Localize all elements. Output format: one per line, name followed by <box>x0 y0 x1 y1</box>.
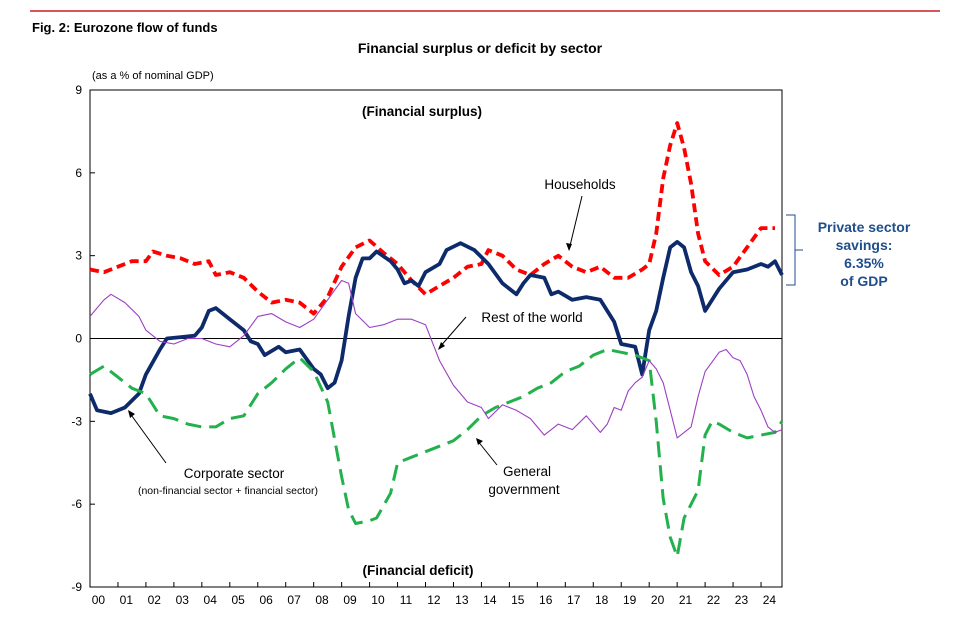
x-tick-label: 18 <box>595 593 609 607</box>
surplus-label: (Financial surplus) <box>362 104 482 119</box>
x-tick-label: 00 <box>92 593 106 607</box>
series-line-rest-of-the-world <box>89 279 783 439</box>
figure-label: Fig. 2: Eurozone flow of funds <box>32 20 218 35</box>
y-tick-label: -3 <box>71 414 82 428</box>
x-tick-label: 14 <box>483 593 497 607</box>
x-tick-label: 06 <box>259 593 273 607</box>
corporate-sublabel: (non-financial sector + financial sector… <box>138 485 318 497</box>
private-savings-line3: 6.35% <box>844 255 884 271</box>
series-line-corporate-sector <box>88 240 784 415</box>
rest-of-world-arrow <box>438 316 467 349</box>
y-ticks: 9 6 3 0 -3 -6 -9 <box>71 83 95 594</box>
government-arrow <box>476 439 498 466</box>
x-tick-label: 03 <box>176 593 190 607</box>
y-tick-label: 3 <box>75 249 82 263</box>
corporate-arrow <box>128 411 167 464</box>
y-tick-label: -9 <box>71 580 82 594</box>
x-tick-label: 15 <box>511 593 525 607</box>
x-tick-label: 08 <box>315 593 329 607</box>
x-tick-label: 07 <box>287 593 301 607</box>
private-savings-line2: savings: <box>836 237 893 253</box>
x-tick-label: 09 <box>343 593 357 607</box>
x-tick-label: 17 <box>567 593 581 607</box>
top-rule <box>30 10 940 12</box>
y-tick-label: 0 <box>75 332 82 346</box>
annotations: (Financial surplus) (Financial deficit) … <box>138 104 911 578</box>
rest-of-world-arrowhead <box>438 342 445 350</box>
x-tick-label: 11 <box>400 593 413 607</box>
x-tick-label: 16 <box>539 593 553 607</box>
y-tick-label: 6 <box>75 166 82 180</box>
y-tick-label: -6 <box>71 497 82 511</box>
x-tick-label: 20 <box>651 593 665 607</box>
x-tick-label: 13 <box>455 593 469 607</box>
government-label-line2: government <box>488 482 560 497</box>
x-tick-label: 10 <box>371 593 385 607</box>
deficit-label: (Financial deficit) <box>362 563 473 578</box>
private-savings-bracket <box>786 214 803 286</box>
x-tick-label: 23 <box>735 593 749 607</box>
x-tick-label: 04 <box>204 593 218 607</box>
series-line-general-government <box>89 348 784 559</box>
annotation-arrows <box>128 195 803 466</box>
x-tick-label: 19 <box>623 593 637 607</box>
x-tick-label: 24 <box>763 593 777 607</box>
y-tick-label: 9 <box>75 83 82 97</box>
private-savings-line4: of GDP <box>840 273 887 289</box>
households-arrowhead <box>566 243 572 251</box>
x-ticks: 00 01 02 03 04 05 06 07 08 09 10 11 12 13 14 15 16 17 18 19… <box>89 582 777 607</box>
x-tick-label: 22 <box>707 593 721 607</box>
y-axis-label: (as a % of nominal GDP) <box>92 70 214 82</box>
rest-of-world-label: Rest of the world <box>481 310 582 325</box>
government-arrowhead <box>476 438 483 445</box>
series-line-households <box>89 121 775 316</box>
private-savings-line1: Private sector <box>818 219 911 235</box>
corporate-label: Corporate sector <box>184 466 285 481</box>
chart-title: Financial surplus or deficit by sector <box>357 40 603 56</box>
government-label-line1: General <box>503 464 551 479</box>
x-tick-label: 12 <box>427 593 441 607</box>
x-tick-label: 21 <box>679 593 693 607</box>
x-tick-label: 01 <box>120 593 134 607</box>
households-label: Households <box>544 177 616 192</box>
households-arrow <box>568 195 583 251</box>
x-tick-label: 05 <box>232 593 246 607</box>
series-lines <box>88 121 784 559</box>
x-tick-label: 02 <box>148 593 162 607</box>
corporate-arrowhead <box>128 410 135 418</box>
